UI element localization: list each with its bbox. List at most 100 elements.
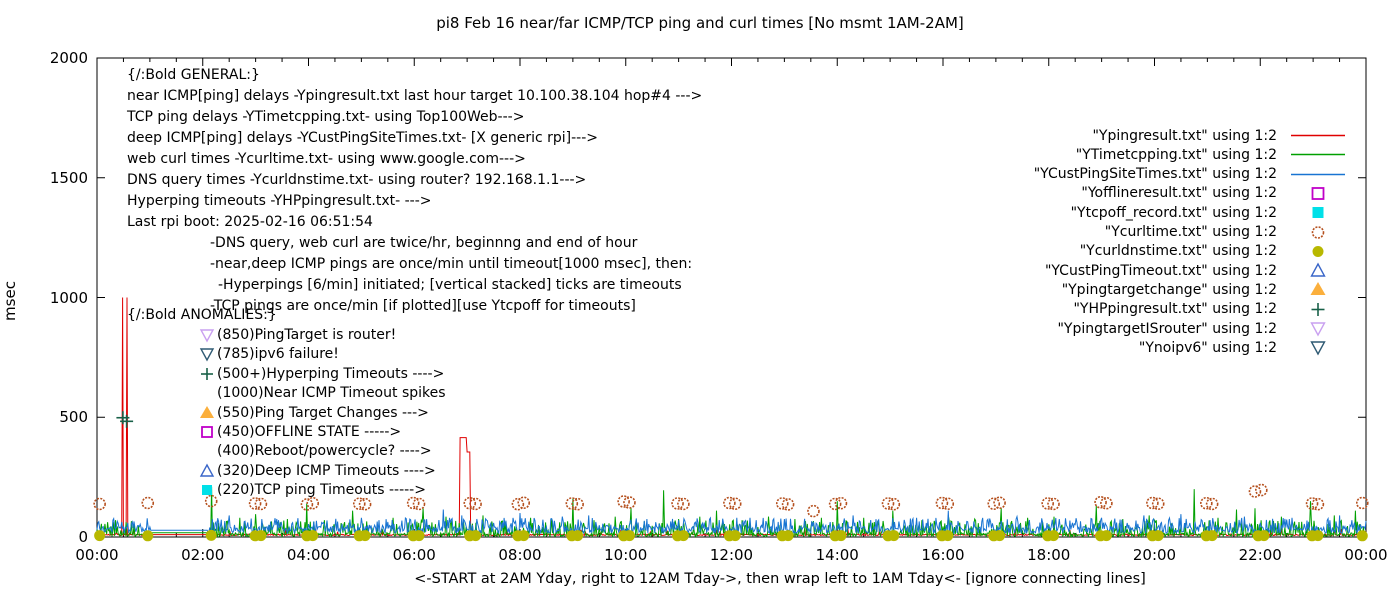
legend-sample-down-triangle-open-icon [1277, 319, 1349, 338]
legend-sample-up-triangle-filled-icon [1277, 280, 1349, 299]
down-triangle-open-icon [199, 327, 217, 343]
down-triangle-open-icon [199, 346, 217, 362]
anomaly-text: (785)ipv6 failure! [217, 346, 339, 363]
legend-row: "YCustPingTimeout.txt" using 1:2 [987, 261, 1349, 280]
no-marker [199, 385, 217, 401]
anomaly-text: (1000)Near ICMP Timeout spikes [217, 385, 446, 402]
general-line: Last rpi boot: 2025-02-16 06:51:54 [127, 214, 373, 230]
general-line: -near,deep ICMP pings are once/min until… [210, 256, 693, 272]
legend-label: "YCustPingTimeout.txt" using 1:2 [1044, 262, 1277, 279]
anomaly-row: (1000)Near ICMP Timeout spikes [199, 385, 446, 401]
legend-sample-line [1277, 126, 1349, 145]
legend-label: "Ycurldnstime.txt" using 1:2 [1079, 243, 1277, 260]
general-line: -Hyperpings [6/min] initiated; [vertical… [218, 277, 682, 293]
series-line-YCustPingSiteTimes.txt [96, 509, 1367, 535]
legend-sample-circle-filled-icon [1277, 242, 1349, 261]
legend-label: "Ypingresult.txt" using 1:2 [1092, 127, 1277, 144]
x-tick-label: 20:00 [1132, 546, 1177, 564]
general-line: -TCP pings are once/min [if plotted][use… [210, 298, 636, 314]
legend-sample-square-filled-icon [1277, 203, 1349, 222]
legend-row: "Ycurltime.txt" using 1:2 [987, 223, 1349, 242]
x-tick-label: 10:00 [604, 546, 648, 564]
legend-row: "Ypingresult.txt" using 1:2 [987, 126, 1349, 145]
anomaly-text: (220)TCP ping Timeouts -----> [217, 482, 426, 499]
legend-label: "Yofflineresult.txt" using 1:2 [1081, 185, 1277, 202]
legend-sample-line [1277, 165, 1349, 184]
anomaly-row: (400)Reboot/powercycle? ----> [199, 443, 432, 459]
y-tick-label: 500 [59, 408, 88, 427]
up-triangle-filled-icon [199, 405, 217, 421]
general-line: web curl times -Ycurltime.txt- using www… [127, 151, 526, 167]
legend-label: "Ynoipv6" using 1:2 [1138, 339, 1277, 356]
legend-label: "YTimetcpping.txt" using 1:2 [1075, 146, 1277, 163]
anomaly-text: (400)Reboot/powercycle? ----> [217, 443, 432, 460]
x-tick-label: 00:00 [1344, 546, 1388, 564]
legend-row: "YTimetcpping.txt" using 1:2 [987, 145, 1349, 164]
x-tick-label: 06:00 [392, 546, 436, 564]
anomaly-text: (550)Ping Target Changes ---> [217, 404, 429, 421]
legend-row: "Ypingtargetchange" using 1:2 [987, 280, 1349, 299]
legend-row: "YHPpingresult.txt" using 1:2 [987, 300, 1349, 319]
anomaly-row: (550)Ping Target Changes ---> [199, 405, 429, 421]
legend-row: "Ynoipv6" using 1:2 [987, 338, 1349, 357]
x-tick-label: 22:00 [1238, 546, 1282, 564]
x-tick-label: 08:00 [498, 546, 542, 564]
square-filled-icon [199, 482, 217, 498]
anomaly-text: (850)PingTarget is router! [217, 327, 397, 343]
up-triangle-open-icon [199, 463, 217, 479]
anomaly-row: (450)OFFLINE STATE -----> [199, 424, 401, 440]
square-open-icon [199, 424, 217, 440]
anomaly-row: (320)Deep ICMP Timeouts ----> [199, 463, 436, 479]
legend-row: "YCustPingSiteTimes.txt" using 1:2 [987, 165, 1349, 184]
y-tick-label: 2000 [49, 49, 88, 67]
general-line: near ICMP[ping] delays -Ypingresult.txt … [127, 88, 703, 104]
legend-label: "YpingtargetISrouter" using 1:2 [1057, 320, 1277, 337]
x-tick-label: 00:00 [75, 546, 119, 564]
x-tick-label: 04:00 [286, 546, 331, 564]
axis-ticks [96, 57, 1367, 538]
legend-sample-plus-icon [1277, 300, 1349, 319]
anomalies-header: {/:Bold ANOMALIES:} [127, 307, 277, 323]
legend-row: "YpingtargetISrouter" using 1:2 [987, 319, 1349, 338]
legend-row: "Ytcpoff_record.txt" using 1:2 [987, 203, 1349, 222]
no-marker [199, 443, 217, 459]
legend-label: "YHPpingresult.txt" using 1:2 [1073, 301, 1277, 318]
series-points-Ycurltime.txt [93, 483, 1369, 518]
general-line: DNS query times -Ycurldnstime.txt- using… [127, 172, 587, 188]
legend-label: "YCustPingSiteTimes.txt" using 1:2 [1033, 166, 1277, 183]
x-tick-label: 16:00 [921, 546, 965, 564]
general-line: deep ICMP[ping] delays -YCustPingSiteTim… [127, 130, 598, 146]
x-tick-label: 18:00 [1027, 546, 1071, 564]
y-tick-label: 0 [78, 528, 88, 546]
series-points-YHPpingresult.txt [116, 411, 134, 428]
legend-label: "Ycurltime.txt" using 1:2 [1104, 224, 1277, 240]
x-tick-label: 02:00 [181, 546, 225, 564]
anomaly-row: (500+)Hyperping Timeouts ----> [199, 366, 444, 382]
legend-sample-square-open-icon [1277, 184, 1349, 203]
chart-title: pi8 Feb 16 near/far ICMP/TCP ping and cu… [436, 14, 964, 32]
anomaly-row: (785)ipv6 failure! [199, 346, 339, 362]
anomaly-text: (450)OFFLINE STATE -----> [217, 424, 402, 440]
legend-label: "Ypingtargetchange" using 1:2 [1061, 281, 1277, 298]
legend-sample-line [1277, 145, 1349, 164]
anomaly-text: (500+)Hyperping Timeouts ----> [217, 365, 445, 382]
legend-label: "Ytcpoff_record.txt" using 1:2 [1070, 204, 1277, 221]
general-line: Hyperping timeouts -YHPpingresult.txt- -… [127, 193, 432, 209]
general-line: TCP ping delays -YTimetcpping.txt- using… [127, 109, 525, 125]
legend-sample-up-triangle-open-icon [1277, 261, 1349, 280]
y-tick-label: 1000 [49, 288, 88, 307]
series-points-Ycurldnstime.txt [94, 529, 1368, 542]
x-tick-label: 14:00 [815, 546, 859, 564]
legend-row: "Yofflineresult.txt" using 1:2 [987, 184, 1349, 203]
x-axis-caption: <-START at 2AM Yday, right to 12AM Tday-… [414, 571, 1146, 587]
legend-sample-circle-open-icon [1277, 223, 1349, 242]
y-tick-label: 1500 [49, 168, 88, 187]
plus-icon [199, 366, 217, 382]
anomaly-row: (850)PingTarget is router! [199, 327, 396, 343]
x-tick-label: 12:00 [709, 546, 754, 564]
anomaly-row: (220)TCP ping Timeouts -----> [199, 482, 426, 498]
anomaly-text: (320)Deep ICMP Timeouts ----> [217, 462, 436, 479]
general-line: -DNS query, web curl are twice/hr, begin… [210, 235, 638, 251]
